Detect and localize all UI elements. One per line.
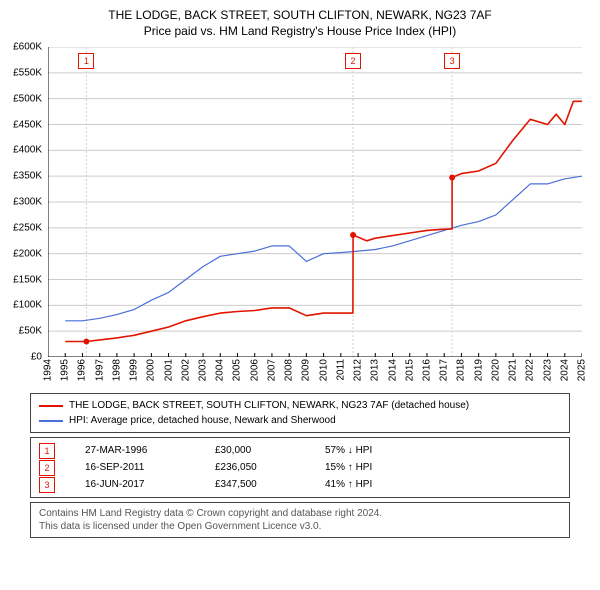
x-tick-label: 1997 xyxy=(94,359,105,381)
event-marker-3: 3 xyxy=(444,53,460,69)
event-marker-2: 2 xyxy=(345,53,361,69)
x-tick-label: 2016 xyxy=(421,359,432,381)
legend-item: THE LODGE, BACK STREET, SOUTH CLIFTON, N… xyxy=(39,398,561,413)
legend-item: HPI: Average price, detached house, Newa… xyxy=(39,413,561,428)
event-diff: 15% ↑ HPI xyxy=(325,459,372,476)
x-tick-label: 2012 xyxy=(353,359,364,381)
event-marker-icon: 1 xyxy=(39,443,55,459)
x-tick-label: 2023 xyxy=(542,359,553,381)
x-tick-label: 1996 xyxy=(77,359,88,381)
y-tick-label: £150K xyxy=(13,274,42,285)
legend-swatch xyxy=(39,420,63,422)
y-tick-label: £200K xyxy=(13,248,42,259)
legend: THE LODGE, BACK STREET, SOUTH CLIFTON, N… xyxy=(30,393,570,433)
x-tick-label: 2024 xyxy=(559,359,570,381)
legend-swatch xyxy=(39,405,63,407)
event-price: £347,500 xyxy=(215,476,295,493)
event-marker-1: 1 xyxy=(78,53,94,69)
y-tick-label: £0 xyxy=(31,352,42,363)
y-tick-label: £500K xyxy=(13,93,42,104)
x-tick-label: 2004 xyxy=(215,359,226,381)
y-tick-label: £100K xyxy=(13,300,42,311)
plot-area: 1 2 3 xyxy=(48,47,582,357)
attribution-footer: Contains HM Land Registry data © Crown c… xyxy=(30,502,570,538)
x-tick-label: 2007 xyxy=(266,359,277,381)
x-tick-label: 2019 xyxy=(473,359,484,381)
event-diff: 57% ↓ HPI xyxy=(325,442,372,459)
x-tick-label: 2014 xyxy=(387,359,398,381)
event-marker-icon: 3 xyxy=(39,477,55,493)
x-tick-label: 2018 xyxy=(456,359,467,381)
x-tick-label: 2002 xyxy=(180,359,191,381)
y-tick-label: £250K xyxy=(13,222,42,233)
x-tick-label: 2017 xyxy=(439,359,450,381)
x-tick-label: 1995 xyxy=(60,359,71,381)
x-tick-label: 2015 xyxy=(404,359,415,381)
event-date: 16-SEP-2011 xyxy=(85,459,185,476)
x-tick-label: 2001 xyxy=(163,359,174,381)
x-tick-label: 2009 xyxy=(301,359,312,381)
x-tick-label: 1998 xyxy=(111,359,122,381)
y-tick-label: £300K xyxy=(13,197,42,208)
x-tick-label: 2011 xyxy=(335,359,346,381)
y-tick-label: £400K xyxy=(13,145,42,156)
legend-label: THE LODGE, BACK STREET, SOUTH CLIFTON, N… xyxy=(69,398,469,413)
x-tick-label: 2000 xyxy=(146,359,157,381)
events-table: 1 27-MAR-1996 £30,000 57% ↓ HPI 2 16-SEP-2011… xyxy=(30,437,570,498)
x-tick-label: 2013 xyxy=(370,359,381,381)
y-tick-label: £450K xyxy=(13,119,42,130)
x-tick-label: 1999 xyxy=(129,359,140,381)
x-tick-label: 2006 xyxy=(249,359,260,381)
footer-line1: Contains HM Land Registry data © Crown c… xyxy=(39,507,561,520)
y-tick-label: £600K xyxy=(13,42,42,53)
x-tick-label: 2020 xyxy=(490,359,501,381)
x-tick-label: 2008 xyxy=(284,359,295,381)
y-tick-label: £50K xyxy=(19,326,42,337)
chart-title-block: THE LODGE, BACK STREET, SOUTH CLIFTON, N… xyxy=(0,0,600,43)
y-tick-label: £350K xyxy=(13,171,42,182)
chart-svg xyxy=(48,47,582,357)
event-row: 2 16-SEP-2011 £236,050 15% ↑ HPI xyxy=(39,459,561,476)
x-axis-labels: 1994199519961997199819992000200120022003… xyxy=(48,357,582,387)
x-tick-label: 2025 xyxy=(577,359,588,381)
chart-container: THE LODGE, BACK STREET, SOUTH CLIFTON, N… xyxy=(0,0,600,538)
legend-label: HPI: Average price, detached house, Newa… xyxy=(69,413,336,428)
event-date: 27-MAR-1996 xyxy=(85,442,185,459)
event-marker-icon: 2 xyxy=(39,460,55,476)
y-tick-label: £550K xyxy=(13,67,42,78)
x-tick-label: 2022 xyxy=(525,359,536,381)
event-price: £236,050 xyxy=(215,459,295,476)
event-row: 3 16-JUN-2017 £347,500 41% ↑ HPI xyxy=(39,476,561,493)
x-tick-label: 2021 xyxy=(508,359,519,381)
event-diff: 41% ↑ HPI xyxy=(325,476,372,493)
chart-title-line1: THE LODGE, BACK STREET, SOUTH CLIFTON, N… xyxy=(4,8,596,24)
chart-title-line2: Price paid vs. HM Land Registry's House … xyxy=(4,24,596,40)
x-tick-label: 2003 xyxy=(198,359,209,381)
x-tick-label: 2005 xyxy=(232,359,243,381)
footer-line2: This data is licensed under the Open Gov… xyxy=(39,520,561,533)
event-row: 1 27-MAR-1996 £30,000 57% ↓ HPI xyxy=(39,442,561,459)
x-tick-label: 1994 xyxy=(43,359,54,381)
event-date: 16-JUN-2017 xyxy=(85,476,185,493)
x-tick-label: 2010 xyxy=(318,359,329,381)
event-price: £30,000 xyxy=(215,442,295,459)
